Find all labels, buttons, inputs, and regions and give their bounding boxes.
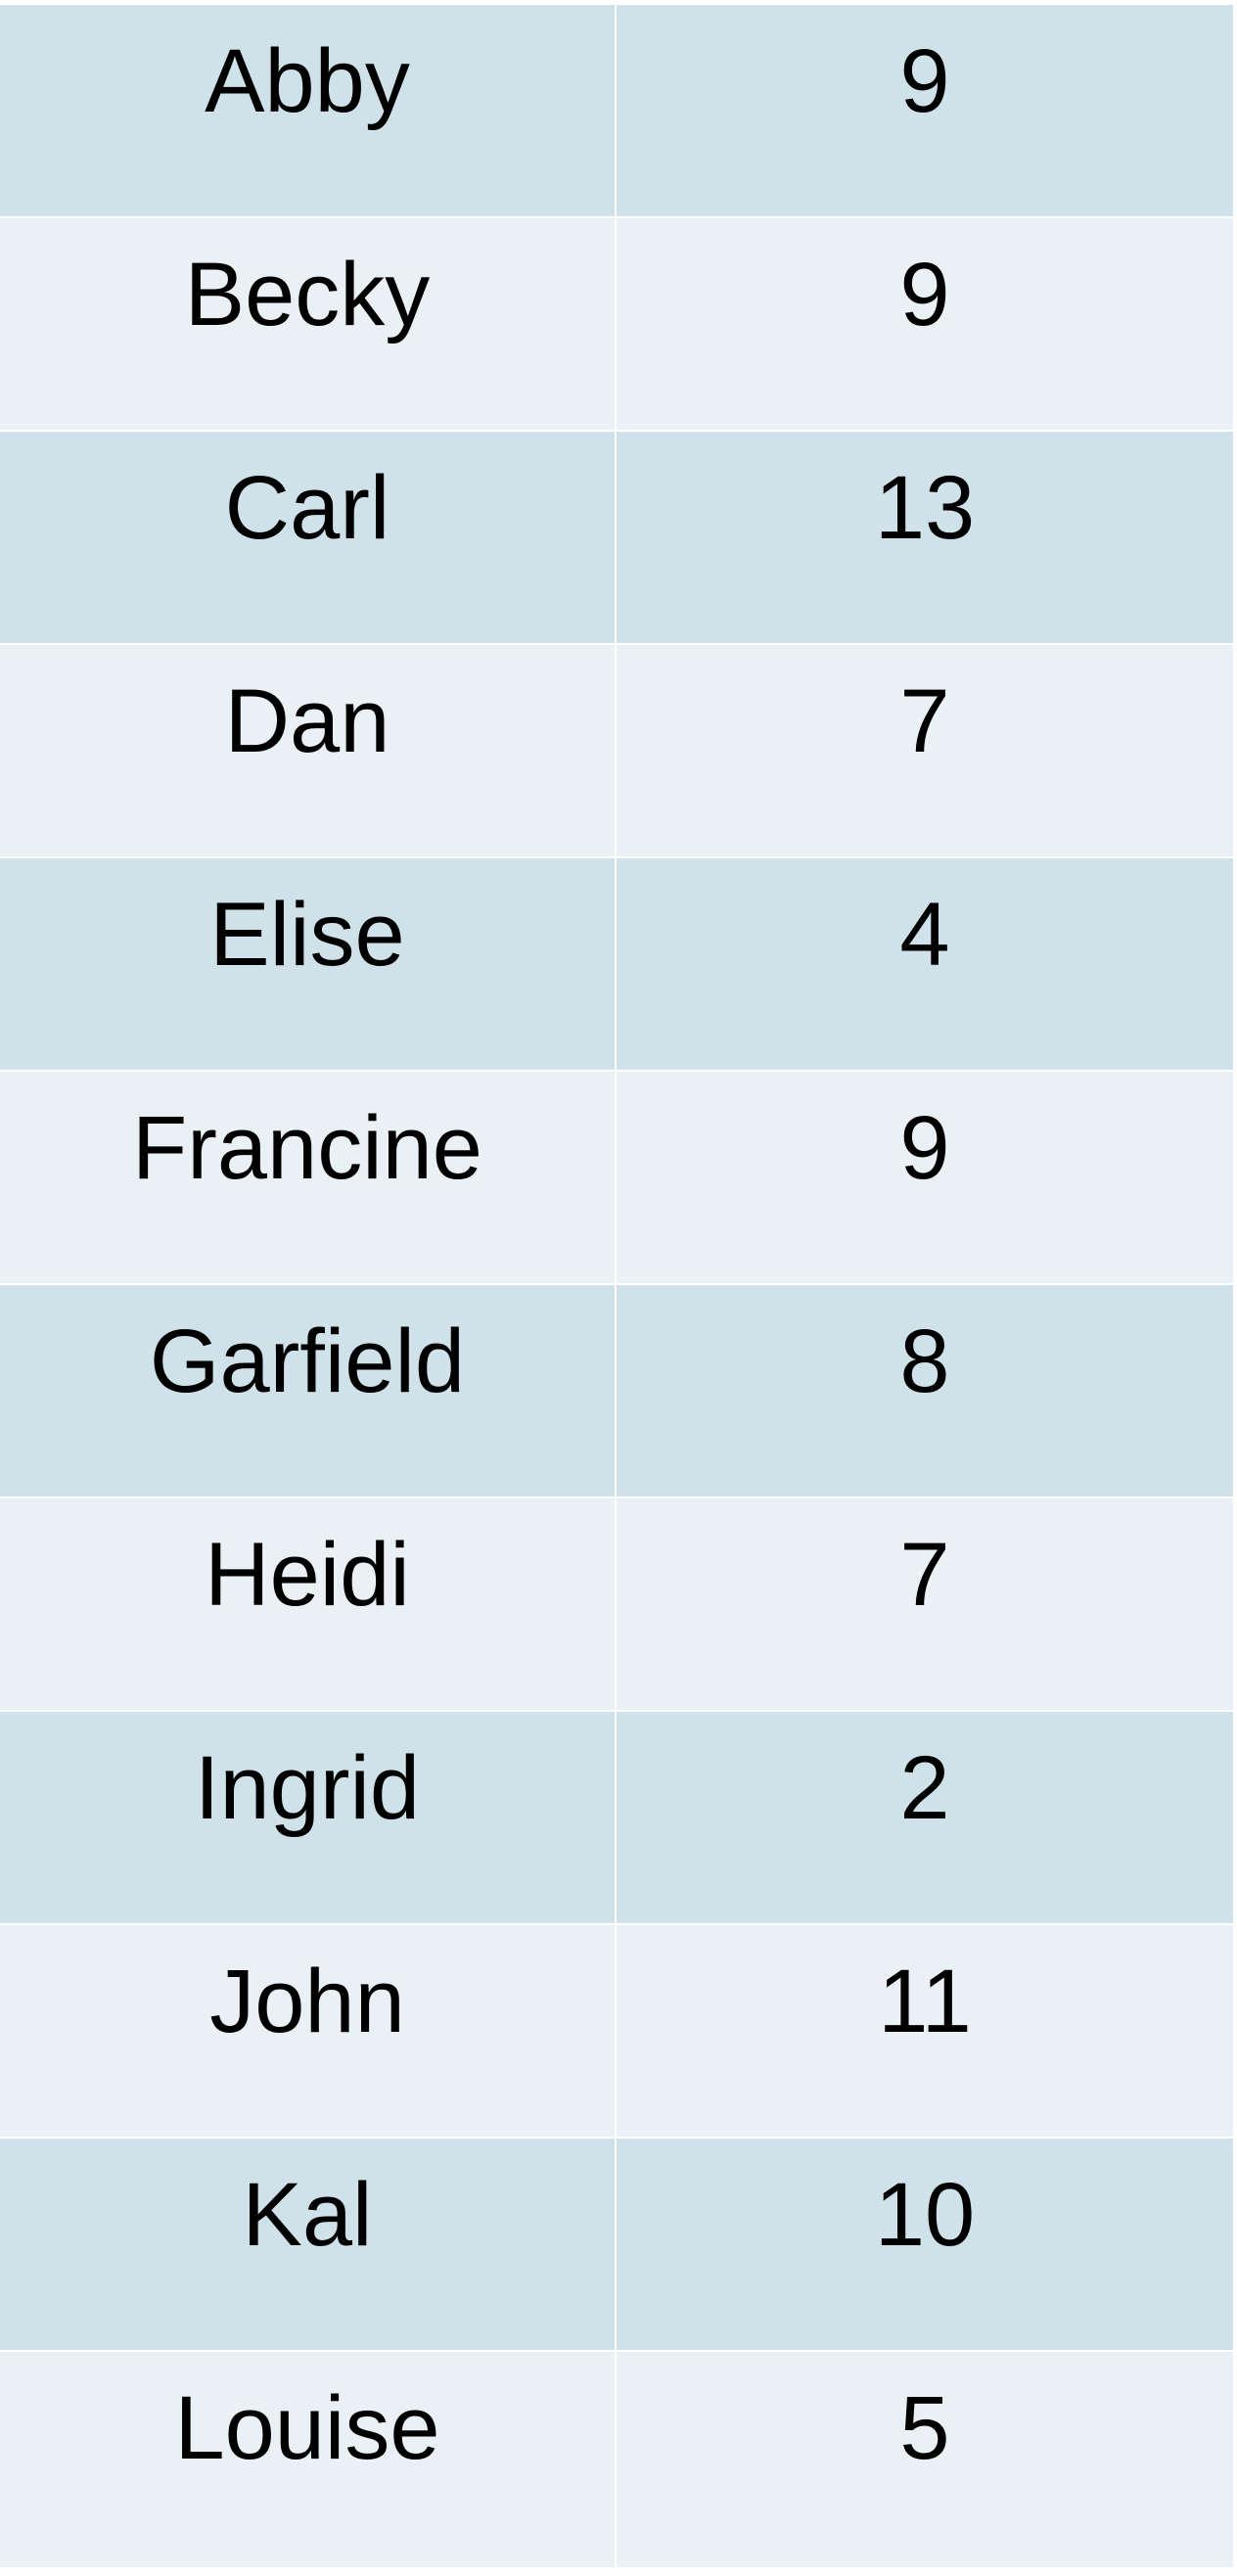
name-cell: Heidi (0, 1498, 617, 1710)
name-cell: Louise (0, 2352, 617, 2567)
table-row: Garfield 8 (0, 1285, 1233, 1498)
value-cell: 4 (899, 885, 950, 985)
table-row: Dan 7 (0, 645, 1233, 858)
value-cell: 9 (899, 31, 950, 131)
name-cell: Kal (0, 2139, 617, 2350)
name-cell: Carl (0, 432, 617, 643)
name-cell: Abby (0, 5, 617, 216)
value-cell: 8 (899, 1311, 950, 1411)
value-cell: 9 (899, 1098, 950, 1198)
value-cell: 10 (874, 2165, 976, 2265)
value-cell: 13 (874, 458, 976, 558)
value-cell: 11 (878, 1952, 972, 2051)
data-table: Abby 9 Becky 9 Carl 13 Dan 7 Elise 4 Fra… (0, 5, 1233, 2571)
value-cell: 7 (899, 671, 950, 771)
name-cell: Elise (0, 858, 617, 1070)
value-cell: 9 (899, 245, 950, 345)
table-row: John 11 (0, 1925, 1233, 2139)
table-row: Francine 9 (0, 1072, 1233, 1285)
table-row: Ingrid 2 (0, 1712, 1233, 1925)
table-row: Carl 13 (0, 432, 1233, 645)
name-cell: Dan (0, 645, 617, 856)
value-cell: 2 (899, 1738, 950, 1838)
name-cell: John (0, 1925, 617, 2137)
table-row: Heidi 7 (0, 1498, 1233, 1712)
table-row: Kal 10 (0, 2139, 1233, 2352)
name-cell: Ingrid (0, 1712, 617, 1923)
name-cell: Becky (0, 218, 617, 430)
table-row: Becky 9 (0, 218, 1233, 432)
name-cell: Francine (0, 1072, 617, 1283)
value-cell: 5 (899, 2378, 950, 2478)
table-row: Abby 9 (0, 5, 1233, 218)
table-row: Elise 4 (0, 858, 1233, 1072)
name-cell: Garfield (0, 1285, 617, 1496)
value-cell: 7 (899, 1525, 950, 1625)
table-row: Louise 5 (0, 2352, 1233, 2567)
